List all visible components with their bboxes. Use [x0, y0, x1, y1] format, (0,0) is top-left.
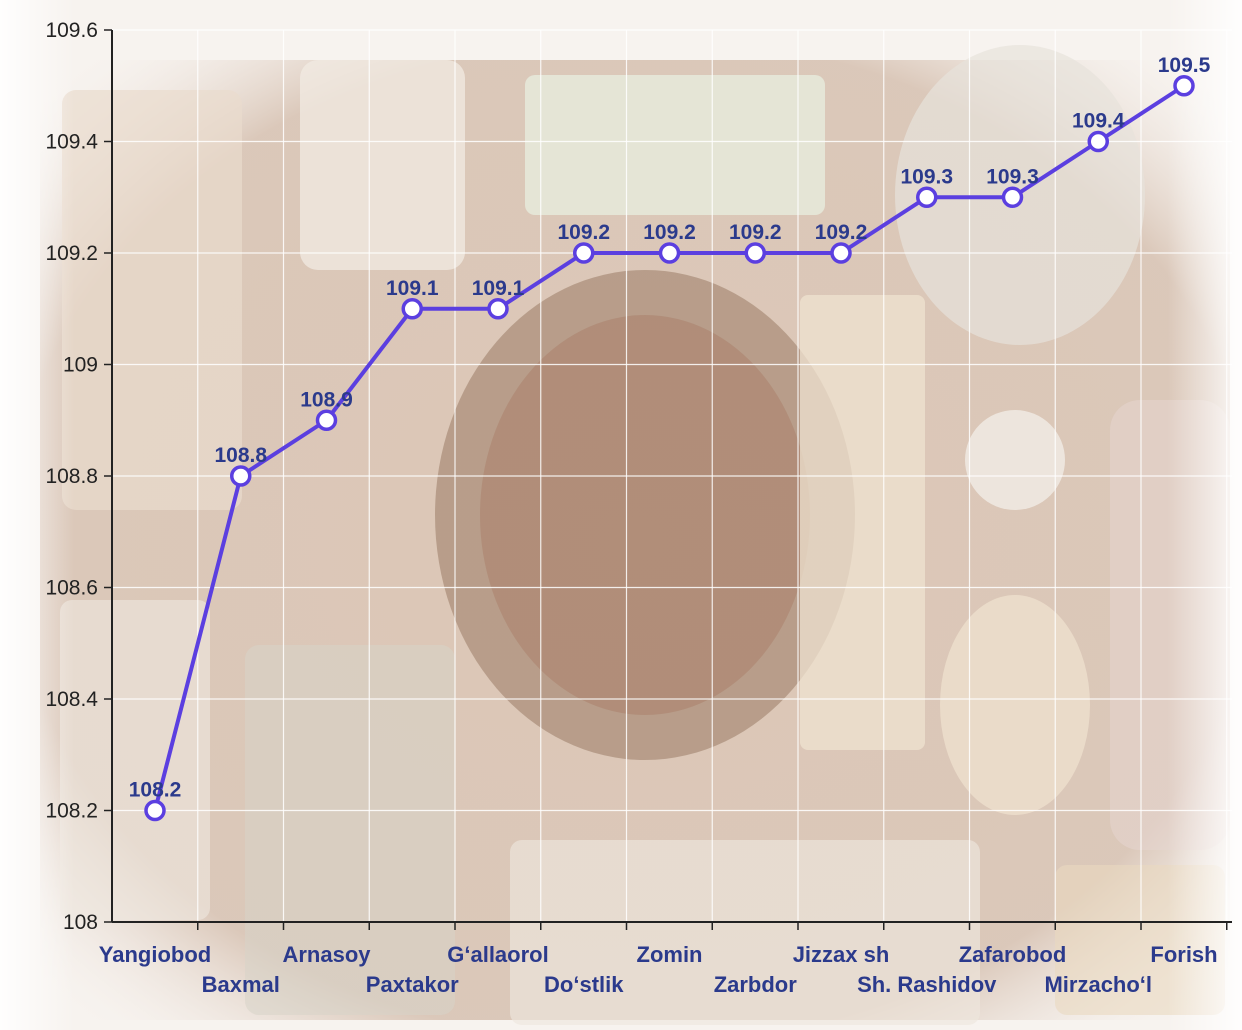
x-category-label: Yangiobod: [99, 942, 211, 967]
data-label: 109.2: [729, 221, 782, 244]
y-tick-label: 109: [63, 354, 98, 377]
y-tick-label: 109.6: [45, 19, 98, 42]
data-point: [1087, 130, 1109, 153]
data-label: 108.2: [129, 779, 182, 802]
data-label: 109.3: [986, 165, 1039, 188]
data-label: 109.4: [1072, 110, 1125, 133]
x-category-label: G‘allaorol: [447, 942, 548, 967]
data-point: [1173, 75, 1195, 97]
y-tick-label: 109.4: [45, 131, 98, 154]
data-point: [487, 298, 509, 320]
data-point: [1001, 186, 1024, 208]
data-label: 109.1: [472, 277, 525, 300]
data-label: 109.2: [815, 221, 868, 244]
y-tick-label: 108.2: [45, 800, 98, 823]
x-category-label: Sh. Rashidov: [857, 972, 997, 997]
data-series: [144, 75, 1195, 822]
data-label: 108.9: [300, 388, 353, 411]
data-label: 109.2: [643, 221, 696, 244]
x-category-label: Zarbdor: [714, 972, 798, 997]
x-category-label: Mirzacho‘l: [1044, 972, 1152, 997]
y-tick-label: 109.2: [45, 242, 98, 265]
data-point: [401, 298, 423, 320]
y-tick-label: 108.4: [45, 688, 98, 711]
data-point: [315, 409, 338, 431]
data-point: [144, 799, 166, 822]
y-tick-labels: 108 108.2 108.4 108.6 108.8 109 109.2 109.4 109.…: [45, 19, 98, 934]
y-tick-label: 108.6: [45, 577, 98, 600]
x-category-label: Zafarobod: [959, 942, 1067, 967]
x-category-label: Paxtakor: [366, 972, 459, 997]
data-point: [830, 242, 852, 264]
x-category-label: Zomin: [637, 942, 703, 967]
x-category-label: Baxmal: [202, 972, 280, 997]
data-label: 108.8: [214, 444, 267, 467]
data-label: 109.3: [900, 165, 953, 188]
axes: [104, 29, 1232, 930]
y-tick-label: 108.8: [45, 465, 98, 488]
data-point: [230, 465, 252, 487]
data-point: [573, 242, 595, 264]
data-point: [916, 186, 938, 208]
x-category-label: Jizzax sh: [793, 942, 890, 967]
x-category-label: Forish: [1150, 942, 1217, 967]
data-label: 109.2: [557, 221, 610, 244]
data-label: 109.1: [386, 277, 439, 300]
y-tick-label: 108: [63, 911, 98, 934]
x-category-label: Do‘stlik: [544, 972, 624, 997]
x-category-label: Arnasoy: [282, 942, 371, 967]
data-point: [658, 242, 681, 264]
data-label: 109.5: [1158, 54, 1211, 77]
data-point: [744, 242, 766, 264]
data-labels: 108.2 108.8 108.9 109.1 109.1 109.2 109.2 109.2…: [129, 54, 1211, 802]
